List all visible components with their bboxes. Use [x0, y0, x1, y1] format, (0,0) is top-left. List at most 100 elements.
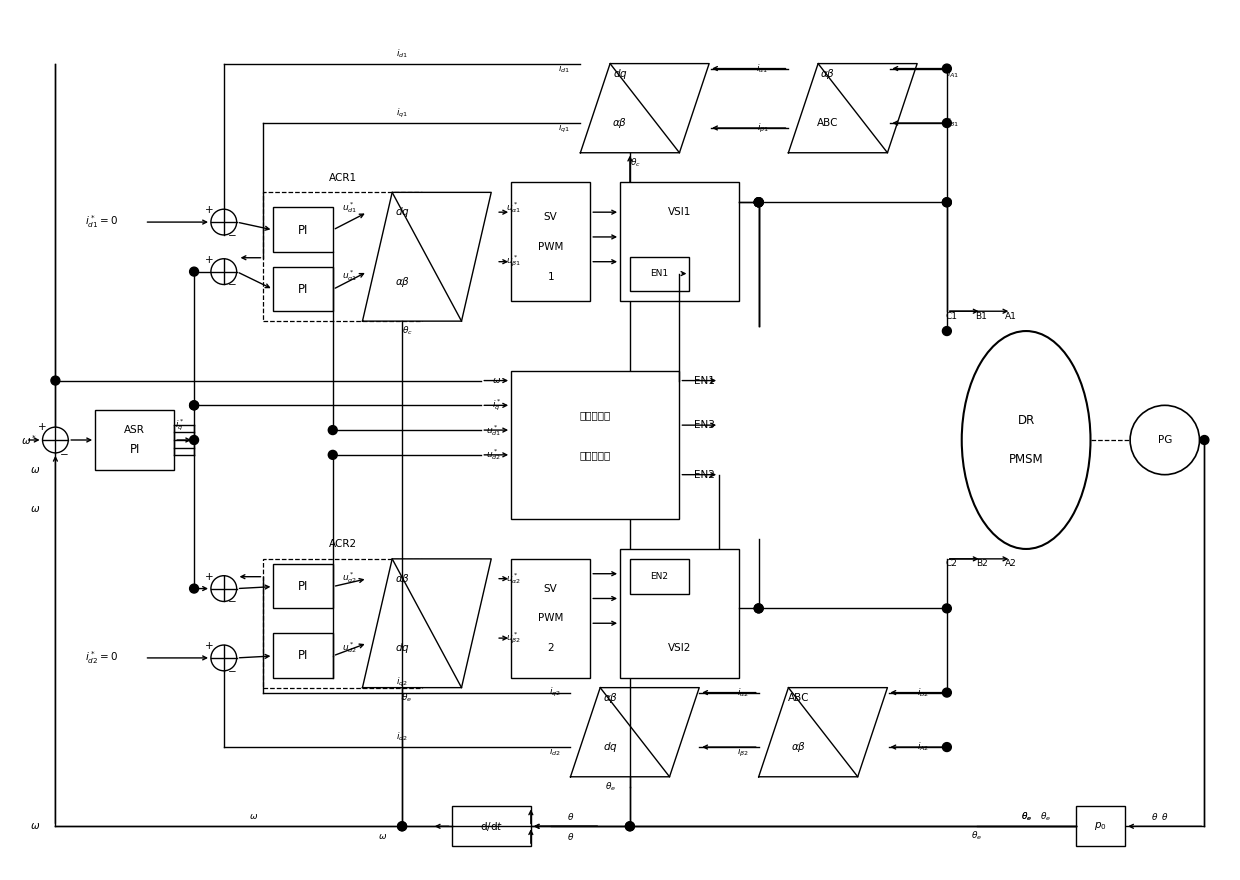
Circle shape — [211, 576, 237, 601]
Text: $\theta_e$: $\theta_e$ — [605, 781, 616, 793]
Polygon shape — [362, 559, 491, 687]
Bar — [273, 207, 332, 252]
Text: VSI2: VSI2 — [668, 643, 691, 653]
Circle shape — [1130, 406, 1199, 474]
Text: ABC: ABC — [787, 693, 808, 702]
Bar — [630, 257, 689, 291]
Circle shape — [754, 198, 763, 207]
Circle shape — [754, 198, 763, 207]
Bar — [95, 410, 175, 470]
Polygon shape — [580, 63, 709, 153]
Text: EN1: EN1 — [651, 269, 668, 278]
Text: $dq$: $dq$ — [394, 641, 409, 655]
Bar — [511, 182, 590, 301]
Text: +: + — [205, 205, 213, 216]
Text: PWM: PWM — [538, 613, 563, 623]
Text: $i_{d1}^*=0$: $i_{d1}^*=0$ — [86, 214, 118, 231]
Polygon shape — [570, 687, 699, 777]
Text: PI: PI — [129, 444, 140, 457]
Bar — [511, 559, 590, 678]
Text: A2: A2 — [1006, 560, 1017, 568]
Text: $i_{\beta1}$: $i_{\beta1}$ — [756, 121, 769, 135]
Text: $\omega$: $\omega$ — [249, 812, 258, 821]
Text: $u_{d1}^*$: $u_{d1}^*$ — [342, 200, 357, 215]
Text: $u_{\alpha2}^*$: $u_{\alpha2}^*$ — [506, 571, 521, 586]
Circle shape — [942, 119, 951, 128]
Text: $i_{A2}$: $i_{A2}$ — [918, 741, 929, 753]
Text: $-$: $-$ — [227, 596, 237, 605]
Polygon shape — [789, 63, 918, 153]
Circle shape — [942, 198, 951, 207]
Text: A1: A1 — [1006, 312, 1017, 320]
Bar — [451, 806, 531, 846]
Text: ACR1: ACR1 — [329, 172, 357, 182]
Text: B1: B1 — [976, 312, 987, 320]
Text: EN2: EN2 — [694, 470, 715, 480]
Text: d/d$t$: d/d$t$ — [480, 820, 502, 832]
Text: PI: PI — [298, 580, 309, 593]
Text: $i_{\alpha1}$: $i_{\alpha1}$ — [756, 62, 769, 75]
Bar — [263, 559, 422, 687]
Text: +: + — [205, 641, 213, 651]
Text: $-$: $-$ — [60, 448, 69, 458]
Text: $i_{d1}$: $i_{d1}$ — [396, 48, 408, 60]
Text: $\theta$: $\theta$ — [1151, 810, 1158, 822]
Circle shape — [625, 822, 635, 831]
Text: $\theta_c$: $\theta_c$ — [630, 157, 641, 169]
Text: $dq$: $dq$ — [613, 67, 627, 80]
Text: $\theta_e$: $\theta_e$ — [1039, 810, 1050, 823]
Text: $i_{d2}^*=0$: $i_{d2}^*=0$ — [86, 649, 118, 666]
Text: $\theta$: $\theta$ — [567, 810, 574, 822]
Circle shape — [398, 822, 407, 831]
Text: $\theta_c$: $\theta_c$ — [402, 325, 413, 337]
Text: EN2: EN2 — [651, 572, 668, 581]
Text: EN1: EN1 — [694, 376, 715, 385]
Text: B2: B2 — [976, 560, 987, 568]
Text: $u_{\alpha1}^*$: $u_{\alpha1}^*$ — [506, 200, 522, 215]
Text: $i_q^*$: $i_q^*$ — [492, 398, 501, 413]
Text: $i_{q1}$: $i_{q1}$ — [396, 106, 408, 120]
Text: $\alpha\beta$: $\alpha\beta$ — [821, 67, 836, 80]
Text: SV: SV — [544, 212, 558, 222]
Circle shape — [329, 426, 337, 435]
Text: $\theta$: $\theta$ — [567, 831, 574, 841]
Text: $i_{\beta2}$: $i_{\beta2}$ — [737, 745, 749, 759]
Text: $i_{A1}$: $i_{A1}$ — [947, 67, 960, 80]
Circle shape — [942, 743, 951, 752]
Text: $-$: $-$ — [227, 229, 237, 239]
Text: EN3: EN3 — [694, 420, 715, 430]
Bar — [620, 182, 739, 301]
Text: $\omega$: $\omega$ — [31, 504, 41, 514]
Circle shape — [1200, 436, 1209, 444]
Text: $\omega$: $\omega$ — [492, 376, 501, 385]
Text: $dq$: $dq$ — [603, 740, 618, 754]
Text: $u_{q1}^*$: $u_{q1}^*$ — [342, 268, 357, 284]
Text: $u_{d2}^*$: $u_{d2}^*$ — [342, 641, 357, 656]
Text: VSI1: VSI1 — [668, 207, 691, 217]
Text: $i_{d2}$: $i_{d2}$ — [548, 745, 560, 759]
Circle shape — [211, 259, 237, 284]
Circle shape — [754, 604, 763, 612]
Text: $\alpha\beta$: $\alpha\beta$ — [613, 116, 627, 130]
Text: $i_{B1}$: $i_{B1}$ — [947, 117, 960, 129]
Text: $-$: $-$ — [227, 278, 237, 289]
Text: $dq$: $dq$ — [394, 205, 409, 219]
Text: $i_{q1}$: $i_{q1}$ — [558, 121, 570, 135]
Text: +: + — [38, 422, 47, 432]
Text: ABC: ABC — [817, 118, 838, 128]
Text: $u_{d1}^*$: $u_{d1}^*$ — [486, 422, 501, 437]
Circle shape — [211, 645, 237, 671]
Circle shape — [754, 198, 763, 207]
Text: $\alpha\beta$: $\alpha\beta$ — [394, 275, 409, 289]
Circle shape — [190, 584, 198, 593]
Bar — [273, 633, 332, 678]
Text: $i_{q2}$: $i_{q2}$ — [396, 676, 408, 689]
Text: PMSM: PMSM — [1009, 453, 1043, 466]
Circle shape — [190, 436, 198, 444]
Text: $\theta_e$: $\theta_e$ — [971, 830, 982, 842]
Text: +: + — [205, 254, 213, 265]
Text: 余度控制器: 余度控制器 — [579, 450, 611, 460]
Polygon shape — [759, 687, 888, 777]
Circle shape — [51, 376, 60, 385]
Text: $i_{\alpha2}$: $i_{\alpha2}$ — [737, 686, 749, 699]
